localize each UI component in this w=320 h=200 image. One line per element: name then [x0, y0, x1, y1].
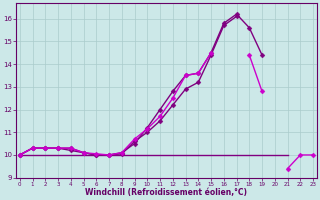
X-axis label: Windchill (Refroidissement éolien,°C): Windchill (Refroidissement éolien,°C) — [85, 188, 247, 197]
